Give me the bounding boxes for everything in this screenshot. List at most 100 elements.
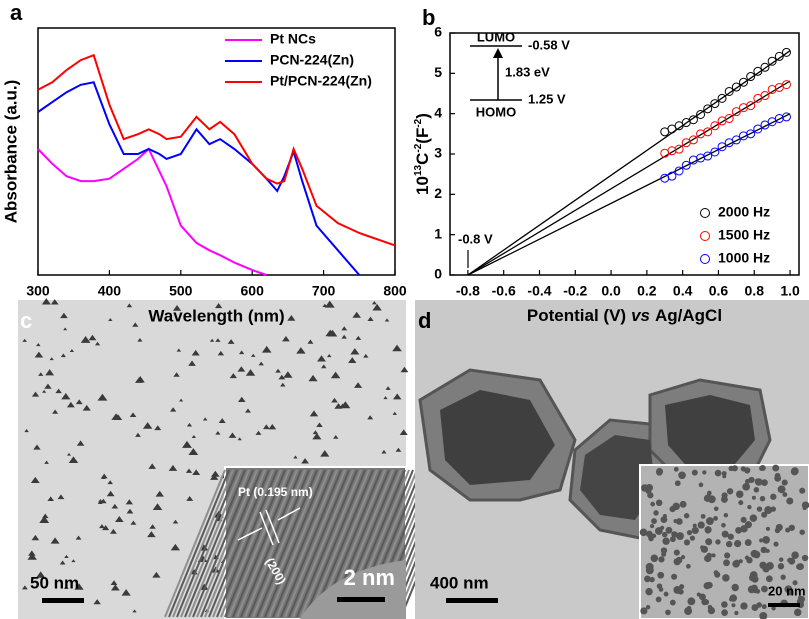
nanoparticle [766, 527, 770, 531]
legend-label: Pt/PCN-224(Zn) [270, 73, 372, 89]
nanoparticle [791, 551, 799, 559]
legend-label: 1000 Hz [718, 250, 770, 266]
nanoparticle [755, 589, 760, 594]
legend-label: Pt NCs [270, 31, 316, 47]
data-point [747, 102, 755, 110]
nanoparticle [760, 496, 765, 501]
nanoparticle [745, 539, 752, 546]
nanoparticle [648, 534, 654, 540]
nanoparticle [675, 480, 681, 486]
y-tick-label: 3 [434, 145, 442, 161]
nanoparticle [714, 507, 719, 512]
panel-label: c [20, 308, 32, 333]
nanoparticle [671, 574, 677, 580]
nanoparticle [755, 478, 763, 486]
nanoparticle [657, 583, 663, 589]
nanoparticle [715, 470, 722, 477]
nanoparticle [762, 536, 770, 544]
nanoparticle [684, 513, 689, 518]
nanoparticle [708, 605, 713, 610]
nanoparticle [744, 467, 750, 473]
nanoparticle [786, 497, 793, 504]
figure: LUMO -0.58 V 1.83 eV HOMO 1.25 V -0.8 V … [0, 0, 809, 619]
y-tick-label: 4 [434, 104, 442, 120]
nanoparticle [766, 562, 774, 570]
nanoparticle [692, 470, 698, 476]
scale-bar [42, 598, 84, 603]
data-point [782, 48, 790, 56]
nanoparticle [729, 597, 734, 602]
y-axis-label-part: C [413, 153, 432, 165]
legend-swatch [701, 232, 710, 241]
scale-bar [768, 603, 800, 607]
x-tick-label: 0.6 [709, 283, 729, 299]
nanoparticle [785, 528, 790, 533]
nanoparticle [686, 564, 691, 569]
nanoparticle [664, 592, 669, 597]
nanoparticle [714, 570, 719, 575]
data-point [761, 63, 769, 71]
nanoparticle [705, 528, 710, 533]
data-point [732, 83, 740, 91]
nanoparticle [721, 609, 728, 616]
nanoparticle [721, 523, 726, 528]
nanoparticle [779, 565, 783, 569]
x-tick-label: 400 [98, 283, 122, 299]
nanoparticle [712, 553, 716, 557]
nanoparticle [794, 609, 801, 616]
nanoparticle [701, 599, 708, 606]
nanoparticle [650, 524, 654, 528]
nanoparticle [799, 529, 805, 535]
nanoparticle [750, 514, 758, 522]
nanoparticle [650, 502, 655, 507]
nanoparticle [657, 572, 664, 579]
nanoparticle [734, 540, 741, 547]
nanoparticle [756, 602, 762, 608]
legend-label: PCN-224(Zn) [270, 52, 354, 68]
nanoparticle [723, 559, 730, 566]
nanoparticle [761, 586, 768, 593]
nanoparticle [684, 539, 690, 545]
nanoparticle [791, 468, 798, 475]
nanoparticle [770, 494, 776, 500]
nanoparticle [707, 491, 712, 496]
nanoparticle [741, 517, 747, 523]
nanoparticle [736, 490, 744, 498]
nanoparticle [778, 485, 786, 493]
nanoparticle [646, 563, 654, 571]
x-axis-label: Wavelength (nm) [148, 306, 284, 325]
nanoparticle [681, 555, 685, 559]
nanoparticle [759, 466, 764, 471]
nanoparticle [656, 499, 663, 506]
nanoparticle [747, 505, 751, 509]
nanoparticle [704, 495, 711, 502]
nanoparticle [674, 467, 679, 472]
nanoparticle [645, 588, 652, 595]
lumo-value: -0.58 V [528, 37, 570, 52]
y-axis-label: Absorbance (a.u.) [1, 80, 20, 224]
nanoparticle [680, 501, 687, 508]
nanoparticle [671, 531, 677, 537]
nanoparticle [684, 607, 692, 615]
nanoparticle [678, 471, 686, 479]
data-point [740, 78, 748, 86]
nanoparticle [772, 465, 779, 472]
nanoparticle [722, 574, 729, 581]
legend-swatch [701, 255, 710, 264]
nanoparticle [673, 586, 681, 594]
nanoparticle [782, 479, 788, 485]
homo-value: 1.25 V [528, 91, 566, 106]
y-tick-label: 1 [434, 225, 442, 241]
scale-bar-label: 20 nm [768, 583, 806, 598]
x-tick-label: -0.4 [527, 283, 551, 299]
x-axis-label-part: Potential (V) [527, 306, 626, 325]
nanoparticle [713, 516, 718, 521]
nanoparticle [644, 576, 651, 583]
nanoparticle [715, 539, 720, 544]
x-tick-label: 700 [312, 283, 336, 299]
nanoparticle [653, 510, 658, 515]
nanoparticle [705, 538, 712, 545]
nanoparticle [761, 547, 767, 553]
nanoparticle [773, 542, 778, 547]
nanoparticle [754, 487, 760, 493]
